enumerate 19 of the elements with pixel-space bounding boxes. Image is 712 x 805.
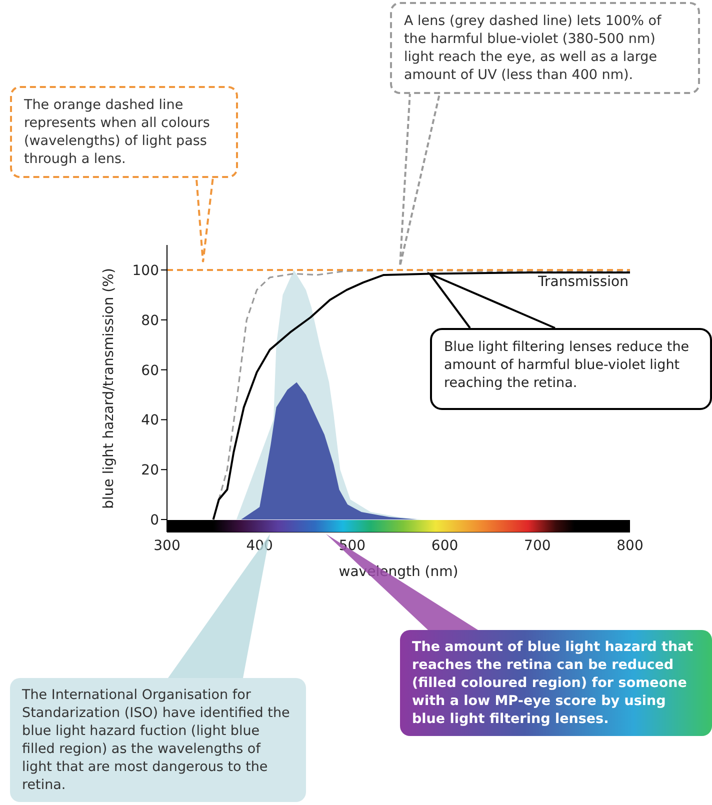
x-tick-label: 400 [246, 538, 273, 554]
x-tick-label: 800 [616, 538, 644, 554]
x-tick-label: 700 [524, 538, 551, 554]
x-tick-label: 600 [431, 538, 458, 554]
annotation: Transmission [538, 274, 628, 290]
y-tick-label: 0 [150, 512, 159, 528]
y-tick-label: 60 [141, 362, 159, 379]
y-tick-label: 40 [141, 412, 159, 429]
annotation: Blue light filtering lenses reduce the amount of harmful blue-violet light reaching the retina. [444, 339, 690, 391]
x-tick-label: 300 [154, 538, 180, 554]
callout-box: The International Organisation for Standarization (ISO) have identified the blue light hazard fuction (light blue filled region) as the wavelengths of light that are most dangerous to the retina. [10, 678, 306, 802]
callout-box: Blue light filtering lenses reduce the amount of harmful blue-violet light reaching the retina. [430, 328, 712, 410]
callout-box: A lens (grey dashed line) lets 100% of the harmful blue-violet (380-500 nm) light reach the eye, as well as a large amount of UV (less than 400 nm). [390, 2, 700, 94]
callout-box: The amount of blue light hazard that reaches the retina can be reduced (filled coloured region) for someone with a low MP-eye score by using blue light filtering lenses. [400, 630, 712, 736]
callout-box: The orange dashed line represents when all colours (wavelengths) of light pass through a lens. [10, 86, 238, 178]
y-tick-label: 80 [141, 312, 159, 329]
y-axis-title: blue light hazard/transmission (%) [100, 268, 117, 509]
y-tick-label: 20 [141, 462, 159, 479]
y-tick-label: 100 [132, 262, 159, 279]
